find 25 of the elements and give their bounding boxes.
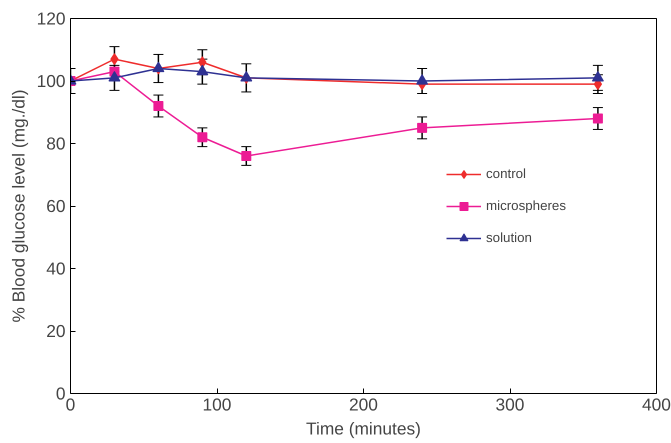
point xyxy=(196,64,208,76)
x-tick-label: 200 xyxy=(349,394,378,414)
legend-label: microspheres xyxy=(486,198,566,213)
x-tick-label: 400 xyxy=(642,394,671,414)
point xyxy=(592,71,604,82)
y-tick-label: 40 xyxy=(46,258,66,278)
point xyxy=(110,53,119,66)
y-axis-title: % Blood glucose level (mg./dl) xyxy=(8,89,29,323)
legend-label: solution xyxy=(486,230,532,245)
point xyxy=(153,101,164,111)
y-tick-label: 80 xyxy=(46,134,66,154)
point xyxy=(108,71,120,82)
point xyxy=(416,74,428,85)
y-tick-label: 60 xyxy=(46,196,66,216)
y-tick-label: 100 xyxy=(36,71,66,91)
point xyxy=(417,122,428,133)
legend-label: control xyxy=(486,166,526,181)
y-tick-label: 120 xyxy=(36,8,66,28)
point xyxy=(241,151,252,161)
x-tick-label: 100 xyxy=(202,394,232,414)
x-tick-label: 300 xyxy=(496,394,524,414)
y-tick-label: 20 xyxy=(46,321,66,341)
point xyxy=(592,114,603,124)
x-axis-title: Time (minutes) xyxy=(306,418,421,438)
point xyxy=(197,132,208,142)
